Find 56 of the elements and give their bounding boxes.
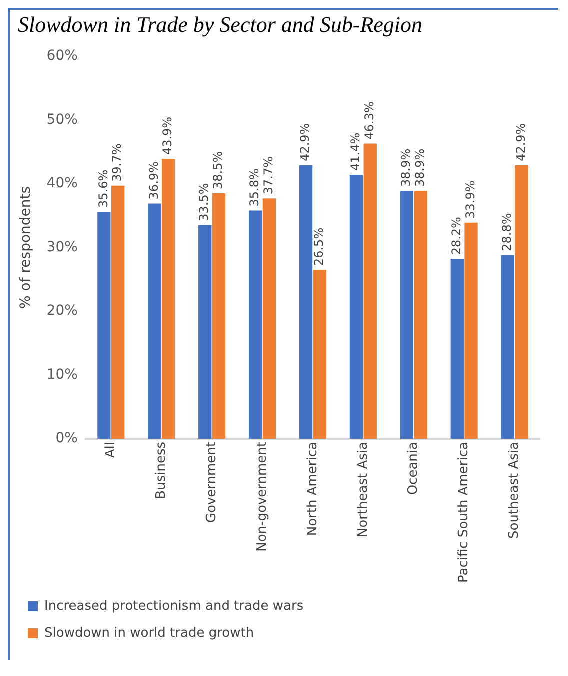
data-label: 39.7% <box>110 144 124 182</box>
y-tick-label: 20% <box>46 303 78 320</box>
bar <box>162 159 176 440</box>
bar <box>98 212 111 440</box>
data-label: 38.9% <box>399 148 414 187</box>
legend-label: Slowdown in world trade growth <box>44 626 254 641</box>
y-tick-label: 0% <box>56 430 78 447</box>
data-label: 36.9% <box>146 162 161 200</box>
chart-title: Slowdown in Trade by Sector and Sub-Region <box>17 11 424 39</box>
x-tick-label: North America <box>305 442 320 536</box>
bar <box>400 190 414 440</box>
x-tick-label: Oceania <box>406 442 422 496</box>
data-label: 35.8% <box>248 168 262 207</box>
bar <box>262 198 276 440</box>
data-label: 42.9% <box>298 123 312 162</box>
bar <box>299 165 313 440</box>
bar <box>212 194 226 440</box>
data-label: 43.9% <box>160 116 175 156</box>
y-tick-label: 50% <box>46 112 78 128</box>
bar <box>248 210 262 440</box>
data-label: 41.4% <box>348 132 363 172</box>
data-label: 26.5% <box>312 228 326 266</box>
x-tick-label: Pacific South America <box>456 442 472 584</box>
bar <box>501 255 514 440</box>
data-label: 37.7% <box>262 156 276 195</box>
data-label: 35.6% <box>96 170 110 208</box>
data-label: 42.9% <box>514 123 528 162</box>
bar <box>464 222 478 440</box>
y-tick-label: 30% <box>46 239 78 256</box>
bar <box>364 144 377 440</box>
data-label: 33.9% <box>463 180 478 219</box>
x-tick-label: Business <box>154 442 169 500</box>
data-label: 38.5% <box>211 151 226 190</box>
data-label: 28.2% <box>450 217 464 256</box>
bar <box>111 186 125 440</box>
x-tick-label: Southeast Asia <box>507 442 522 540</box>
bar <box>350 175 364 440</box>
data-label: 46.3% <box>362 102 376 140</box>
legend-label: Increased protectionism and trade wars <box>44 598 304 614</box>
bar <box>148 204 162 440</box>
data-label: 28.8% <box>500 213 514 252</box>
x-tick-label: Northeast Asia <box>356 442 371 538</box>
data-label: 33.5% <box>197 183 212 222</box>
y-tick-label: 60% <box>46 48 78 64</box>
x-tick-label: Government <box>204 442 220 524</box>
bar <box>313 270 326 440</box>
data-label: 38.9% <box>412 148 427 187</box>
bar <box>198 225 212 440</box>
y-tick-label: 10% <box>46 366 78 383</box>
y-tick-label: 40% <box>46 176 78 192</box>
x-tick-label: All <box>104 442 119 458</box>
bar <box>414 190 428 440</box>
y-axis-title: % of respondents <box>18 186 34 309</box>
bar <box>450 259 464 440</box>
bar <box>515 165 528 440</box>
x-tick-label: Non-government <box>254 442 270 552</box>
